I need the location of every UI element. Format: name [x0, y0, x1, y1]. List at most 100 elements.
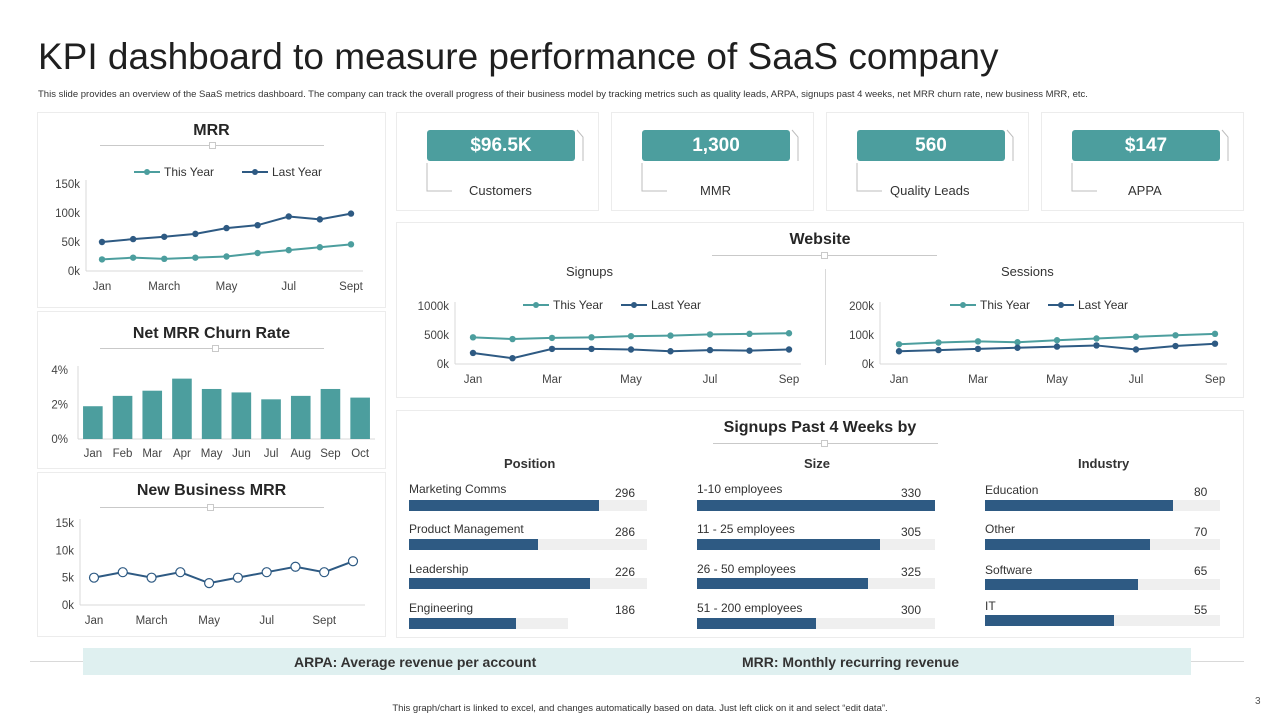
bar-label: Other: [985, 522, 1016, 536]
bar: [290, 395, 311, 439]
bar-label: Marketing Comms: [409, 482, 507, 496]
data-point: [935, 339, 942, 346]
data-point: [1211, 330, 1219, 338]
bar-value: 305: [901, 525, 922, 539]
data-point: [627, 346, 635, 353]
x-tick-label: Mar: [142, 448, 162, 460]
bar: [172, 378, 192, 439]
page-title: KPI dashboard to measure performance of …: [38, 36, 999, 77]
data-point: [146, 572, 157, 583]
data-point: [974, 345, 982, 353]
x-tick-label: Jan: [93, 281, 112, 293]
kpi-value: $147: [1072, 130, 1220, 161]
data-point: [204, 578, 215, 589]
industry-column-title: Industry: [1078, 456, 1130, 471]
bar-track: [985, 615, 1220, 626]
data-point: [509, 355, 516, 362]
signups-chart: 0k 500k 1000k Jan Mar May Jul Sep This Year Last …: [418, 298, 1227, 386]
bar-track: [409, 500, 647, 511]
mrr-chart: 0k 50k 100k 150k Jan March May Jul Sept This Year…: [55, 165, 364, 293]
series-line: [93, 560, 354, 585]
kpi-card-mmr: 1,300 MMR: [611, 112, 814, 211]
kpi-value: 560: [857, 130, 1005, 161]
bar-fill: [409, 539, 538, 550]
data-point: [290, 561, 301, 572]
mrr-panel: MRR 0k 50k 100k 150k Jan March May Jul Sept This …: [37, 112, 386, 308]
bar-track: [697, 539, 935, 550]
y-tick-label: 5k: [62, 573, 74, 585]
data-point: [548, 345, 556, 353]
x-tick-label: Feb: [113, 448, 133, 460]
x-tick-label: Jan: [84, 448, 103, 460]
bar-track: [409, 578, 647, 589]
data-point: [895, 348, 903, 355]
x-tick-label: Sep: [1205, 374, 1225, 386]
data-point: [746, 347, 753, 354]
title-underline-dot: [209, 142, 216, 149]
data-point: [509, 335, 516, 343]
data-point: [1093, 342, 1100, 349]
data-point: [175, 567, 186, 578]
data-point: [1132, 346, 1140, 353]
page-subtitle: This slide provides an overview of the S…: [38, 89, 1088, 100]
bar-label: IT: [985, 599, 996, 613]
data-point: [285, 213, 292, 220]
data-point: [895, 341, 903, 348]
bar: [201, 388, 222, 439]
data-point: [232, 572, 243, 583]
x-tick-label: Jul: [281, 281, 296, 293]
data-point: [98, 238, 106, 246]
x-tick-label: Jan: [85, 615, 104, 627]
y-tick-label: 0k: [68, 266, 80, 278]
data-point: [1211, 340, 1219, 347]
data-point: [974, 338, 982, 345]
website-panel: Website Signups Sessions 0k 500k 1000k Jan M…: [396, 222, 1244, 398]
y-tick-label: 0k: [437, 359, 449, 371]
data-point: [1053, 337, 1061, 344]
data-point: [98, 256, 106, 263]
data-point: [88, 572, 100, 583]
mrr-title: MRR: [193, 122, 230, 139]
x-tick-label: May: [198, 615, 220, 627]
x-tick-label: Jul: [264, 448, 279, 460]
bar-label: Product Management: [409, 522, 524, 536]
bar: [231, 392, 252, 439]
data-point: [1014, 344, 1021, 351]
x-tick-label: May: [216, 281, 238, 293]
kpi-card-customers: $96.5K Customers: [396, 112, 599, 211]
kpi-bracket-decoration: [1071, 129, 1229, 192]
legend-label: Last Year: [272, 165, 322, 179]
data-point: [1053, 343, 1061, 350]
x-tick-label: May: [201, 448, 223, 460]
x-tick-label: May: [620, 374, 642, 386]
y-tick-label: 150k: [55, 179, 80, 191]
data-point: [347, 556, 359, 567]
data-point: [319, 567, 330, 578]
data-point: [1172, 332, 1179, 339]
bar-fill: [409, 618, 516, 629]
bar-fill: [409, 578, 590, 589]
kpi-label: Quality Leads: [890, 183, 970, 198]
signups-past-4-weeks-panel: Signups Past 4 Weeks by Position Size In…: [396, 410, 1244, 638]
x-tick-label: Sep: [320, 448, 340, 460]
legend-label: This Year: [980, 298, 1030, 312]
data-point: [161, 233, 168, 240]
sessions-subtitle: Sessions: [1001, 264, 1054, 279]
data-point: [667, 348, 674, 355]
title-underline-dot: [207, 504, 214, 511]
bar-fill: [985, 500, 1173, 511]
x-tick-label: Apr: [173, 448, 191, 460]
data-point: [588, 334, 595, 341]
legend-label: Last Year: [651, 298, 701, 312]
data-point: [1093, 335, 1100, 342]
data-point: [192, 254, 199, 261]
bar-fill: [409, 500, 600, 511]
title-underline-dot: [821, 440, 828, 447]
bar-value: 330: [901, 486, 922, 500]
bar-value: 300: [901, 603, 922, 617]
bar: [142, 390, 163, 439]
legend-label: This Year: [553, 298, 603, 312]
kpi-label: APPA: [1128, 183, 1162, 198]
data-point: [706, 331, 714, 338]
signups-subtitle: Signups: [566, 264, 613, 279]
